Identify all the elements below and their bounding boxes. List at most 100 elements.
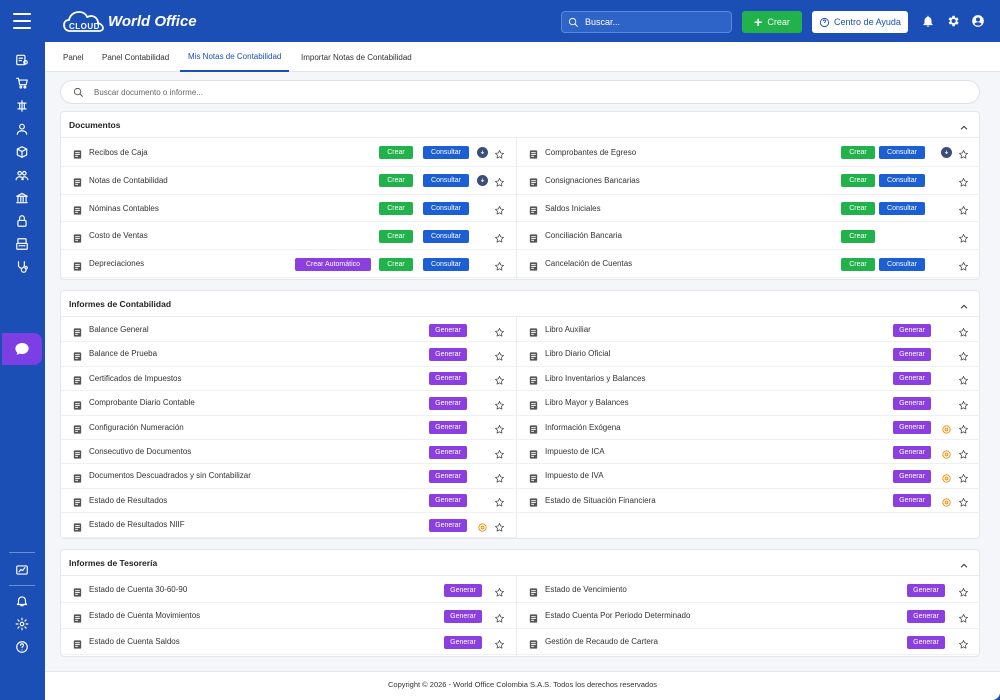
star-icon[interactable] xyxy=(494,495,505,507)
crear-button[interactable]: Crear xyxy=(379,174,413,188)
generar-button[interactable]: Generar xyxy=(893,445,931,459)
card-header[interactable]: Informes de Contabilidad xyxy=(61,291,979,317)
star-icon[interactable] xyxy=(958,325,969,337)
item-label[interactable]: Estado de Resultados xyxy=(89,495,168,505)
item-label[interactable]: Estado de Resultados NIIF xyxy=(89,520,185,530)
tab-importar-notas[interactable]: Importar Notas de Contabilidad xyxy=(301,52,412,62)
item-label[interactable]: Costo de Ventas xyxy=(89,231,148,241)
tab-panel-contabilidad[interactable]: Panel Contabilidad xyxy=(102,52,170,62)
settings-gear-icon[interactable] xyxy=(941,471,952,483)
item-label[interactable]: Libro Diario Oficial xyxy=(545,349,611,359)
bell-icon[interactable] xyxy=(12,591,32,611)
consultar-button[interactable]: Consultar xyxy=(879,174,925,188)
card-header[interactable]: Documentos xyxy=(61,112,979,138)
item-label[interactable]: Estado de Cuenta 30-60-90 xyxy=(89,585,188,594)
item-label[interactable]: Estado de Cuenta Saldos xyxy=(89,637,180,646)
generar-button[interactable]: Generar xyxy=(429,421,467,435)
consultar-button[interactable]: Consultar xyxy=(879,257,925,271)
consultar-button[interactable]: Consultar xyxy=(423,257,469,271)
star-icon[interactable] xyxy=(494,175,505,187)
item-label[interactable]: Impuesto de ICA xyxy=(545,447,605,456)
consultar-button[interactable]: Consultar xyxy=(423,146,469,160)
card-header[interactable]: Informes de Tesorería xyxy=(61,550,979,576)
star-icon[interactable] xyxy=(958,203,969,215)
item-label[interactable]: Consignaciones Bancarias xyxy=(545,175,640,185)
generar-button[interactable]: Generar xyxy=(429,470,467,484)
crear-automatico-button[interactable]: Crear Automático xyxy=(295,257,371,271)
star-icon[interactable] xyxy=(958,585,969,596)
item-label[interactable]: Notas de Contabilidad xyxy=(89,175,168,185)
download-icon[interactable] xyxy=(477,147,488,159)
star-icon[interactable] xyxy=(494,447,505,459)
crear-button[interactable]: Crear xyxy=(841,174,875,188)
item-label[interactable]: Estado de Vencimiento xyxy=(545,585,627,594)
item-label[interactable]: Nóminas Contables xyxy=(89,203,159,213)
star-icon[interactable] xyxy=(494,203,505,215)
star-icon[interactable] xyxy=(958,349,969,361)
stethoscope-icon[interactable] xyxy=(12,257,32,277)
star-icon[interactable] xyxy=(494,325,505,337)
download-icon[interactable] xyxy=(941,147,952,159)
item-label[interactable]: Balance de Prueba xyxy=(89,349,158,359)
item-label[interactable]: Libro Inventarios y Balances xyxy=(545,373,646,383)
generar-button[interactable]: Generar xyxy=(893,372,931,386)
generar-button[interactable]: Generar xyxy=(893,494,931,508)
star-icon[interactable] xyxy=(958,471,969,483)
box-icon[interactable] xyxy=(12,142,32,162)
generar-button[interactable]: Generar xyxy=(444,583,482,597)
generar-button[interactable]: Generar xyxy=(893,396,931,410)
star-icon[interactable] xyxy=(958,637,969,648)
star-icon[interactable] xyxy=(494,231,505,243)
star-icon[interactable] xyxy=(494,373,505,385)
download-icon[interactable] xyxy=(477,175,488,187)
item-label[interactable]: Información Exógena xyxy=(545,422,621,432)
generar-button[interactable]: Generar xyxy=(429,396,467,410)
item-label[interactable]: Impuesto de IVA xyxy=(545,471,604,481)
users-icon[interactable] xyxy=(12,165,32,185)
star-icon[interactable] xyxy=(494,585,505,596)
item-label[interactable]: Cancelación de Cuentas xyxy=(545,259,633,269)
item-label[interactable]: Conciliación Bancaria xyxy=(545,231,622,241)
tab-panel[interactable]: Panel xyxy=(63,52,84,62)
settings-gear-icon[interactable] xyxy=(941,422,952,434)
generar-button[interactable]: Generar xyxy=(893,421,931,435)
star-icon[interactable] xyxy=(958,259,969,271)
generar-button[interactable]: Generar xyxy=(429,518,467,532)
generar-button[interactable]: Generar xyxy=(429,348,467,362)
notifications-icon[interactable] xyxy=(921,14,935,28)
crear-button[interactable]: Crear xyxy=(379,257,413,271)
star-icon[interactable] xyxy=(958,373,969,385)
lock-icon[interactable] xyxy=(12,211,32,231)
help-center-button[interactable]: Centro de Ayuda xyxy=(812,11,908,33)
item-label[interactable]: Comprobantes de Egreso xyxy=(545,148,637,157)
item-label[interactable]: Estado de Cuenta Movimientos xyxy=(89,611,201,620)
help-icon[interactable] xyxy=(12,637,32,657)
settings-gear-icon[interactable] xyxy=(941,495,952,508)
star-icon[interactable] xyxy=(958,495,969,507)
generar-button[interactable]: Generar xyxy=(429,445,467,459)
menu-icon[interactable] xyxy=(13,13,31,29)
generar-button[interactable]: Generar xyxy=(429,323,467,337)
star-icon[interactable] xyxy=(494,147,505,159)
item-label[interactable]: Comprobante Diario Contable xyxy=(89,398,195,408)
item-label[interactable]: Balance General xyxy=(89,325,149,334)
item-label[interactable]: Configuración Numeración xyxy=(89,422,184,432)
crear-button[interactable]: Crear xyxy=(379,146,413,160)
star-icon[interactable] xyxy=(494,520,505,532)
generar-button[interactable]: Generar xyxy=(907,635,945,649)
item-label[interactable]: Documentos Descuadrados y sin Contabiliz… xyxy=(89,471,251,481)
generar-button[interactable]: Generar xyxy=(893,323,931,337)
generar-button[interactable]: Generar xyxy=(907,609,945,623)
settings-gear-icon[interactable] xyxy=(941,447,952,459)
item-label[interactable]: Saldos Iniciales xyxy=(545,203,601,213)
star-icon[interactable] xyxy=(958,422,969,434)
user-icon[interactable] xyxy=(12,119,32,139)
crear-button[interactable]: Crear xyxy=(379,229,413,243)
crear-button[interactable]: Crear xyxy=(841,146,875,160)
generar-button[interactable]: Generar xyxy=(429,372,467,386)
star-icon[interactable] xyxy=(494,349,505,361)
report-icon[interactable] xyxy=(12,560,32,580)
item-label[interactable]: Gestión de Recaudo de Cartera xyxy=(545,637,658,646)
item-label[interactable]: Estado Cuenta Por Periodo Determinado xyxy=(545,611,691,620)
global-search-input[interactable]: Buscar... xyxy=(561,11,732,33)
